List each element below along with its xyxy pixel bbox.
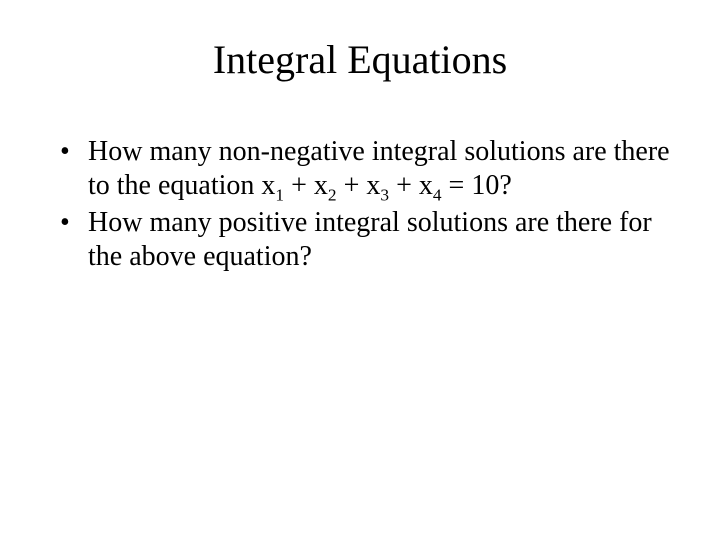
subscript: 1: [275, 185, 284, 204]
bullet-text: + x: [389, 170, 433, 201]
bullet-list: How many non-negative integral solutions…: [60, 135, 670, 273]
subscript: 4: [433, 185, 442, 204]
subscript: 3: [380, 185, 389, 204]
slide: Integral Equations How many non-negative…: [0, 0, 720, 540]
subscript: 2: [328, 185, 337, 204]
list-item: How many non-negative integral solutions…: [60, 135, 670, 202]
slide-title: Integral Equations: [50, 36, 670, 83]
bullet-text: How many positive integral solutions are…: [88, 207, 652, 272]
list-item: How many positive integral solutions are…: [60, 206, 670, 273]
bullet-text: + x: [284, 170, 328, 201]
bullet-text: = 10?: [442, 170, 512, 201]
bullet-text: + x: [337, 170, 381, 201]
